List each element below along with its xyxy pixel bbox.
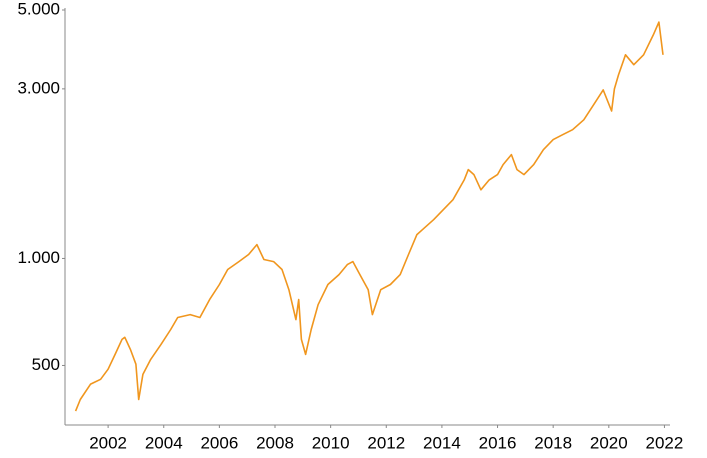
- y-tick-label: 3.000: [17, 78, 60, 97]
- price-line: [74, 21, 664, 412]
- x-tick-label: 2016: [479, 433, 517, 452]
- x-tick-label: 2018: [534, 433, 572, 452]
- y-tick-label: 500: [32, 355, 60, 374]
- x-tick-label: 2022: [646, 433, 684, 452]
- x-tick-label: 2014: [423, 433, 461, 452]
- y-tick-label: 5.000: [17, 0, 60, 18]
- y-tick-label: 1.000: [17, 248, 60, 267]
- x-tick-label: 2012: [367, 433, 405, 452]
- x-tick-label: 2020: [590, 433, 628, 452]
- x-tick-label: 2010: [312, 433, 350, 452]
- x-tick-label: 2008: [256, 433, 294, 452]
- x-tick-label: 2002: [89, 433, 127, 452]
- x-tick-label: 2006: [200, 433, 238, 452]
- x-tick-label: 2004: [145, 433, 183, 452]
